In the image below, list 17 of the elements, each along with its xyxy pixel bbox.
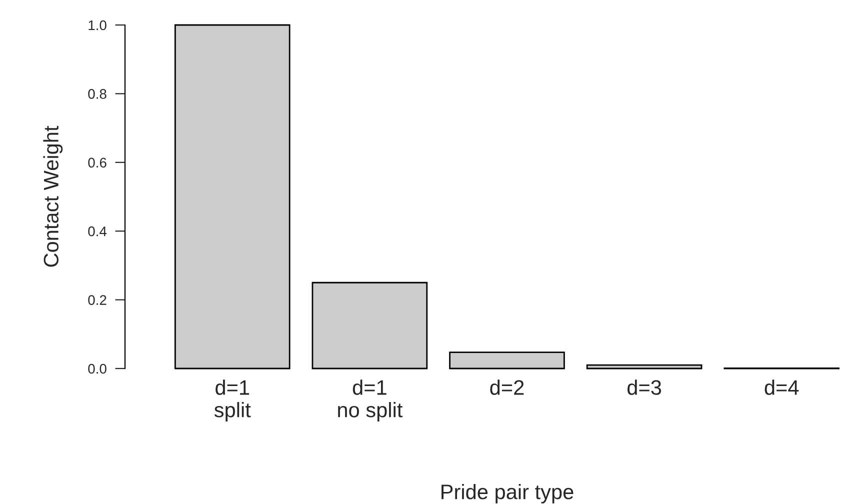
y-axis-title: Contact Weight — [43, 126, 63, 267]
x-tick-label: d=3 — [628, 380, 662, 395]
y-tick-label: 0.2 — [88, 295, 106, 305]
y-tick-label: 0.8 — [88, 89, 106, 99]
bar — [449, 352, 565, 370]
y-tick-label: 0.4 — [88, 226, 107, 236]
y-tick-label: 0.0 — [88, 364, 106, 374]
bar — [174, 24, 290, 370]
y-tick-label: 1.0 — [88, 20, 106, 30]
x-tick-label: d=1 no split — [338, 380, 403, 422]
x-tick-label: d=1 split — [214, 380, 251, 422]
x-axis-title: Pride pair type — [442, 484, 574, 504]
x-tick-label: d=2 — [490, 380, 524, 395]
x-tick-label: d=4 — [764, 380, 799, 395]
y-tick-label: 0.6 — [88, 158, 106, 168]
bar — [312, 282, 428, 370]
bar — [586, 364, 702, 370]
